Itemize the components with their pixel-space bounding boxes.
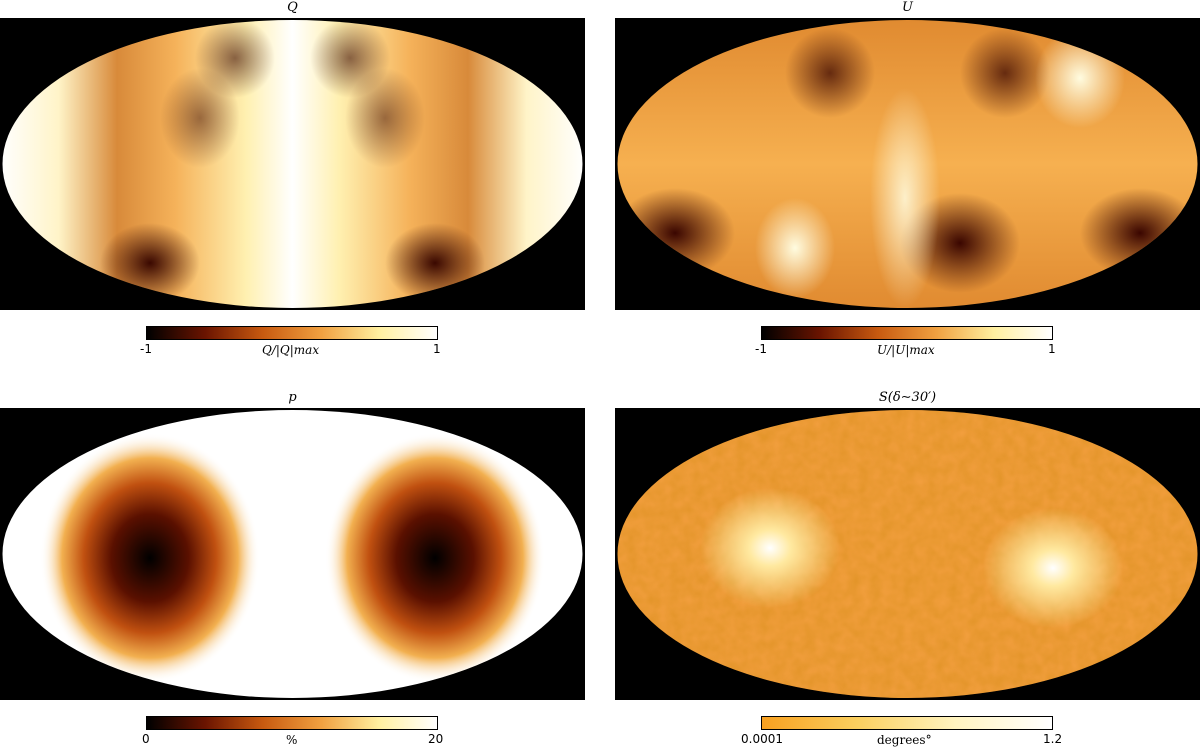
- panel-q-title: Q: [287, 0, 298, 15]
- q-colorbar-label: Q/|Q|max: [262, 343, 320, 357]
- p-colorbar-max: 20: [428, 732, 444, 746]
- s-colorbar-max: 1.2: [1043, 732, 1063, 746]
- panel-p-title: p: [288, 390, 297, 405]
- q-colorbar-max: 1: [433, 342, 441, 356]
- u-colorbar-label: U/|U|max: [877, 343, 935, 357]
- panel-s: S(δ∼30′) 0.0001: [615, 390, 1200, 750]
- panel-s-title: S(δ∼30′): [878, 390, 937, 405]
- panel-q: Q: [0, 0, 585, 370]
- u-colorbar-max: 1: [1048, 342, 1056, 356]
- panel-p: p 0 20 %: [0, 390, 585, 750]
- p-colorbar-label: %: [286, 733, 298, 747]
- p-map: [0, 408, 585, 700]
- p-colorbar-min: 0: [142, 732, 150, 746]
- s-map: [615, 408, 1200, 700]
- u-colorbar: [761, 326, 1053, 340]
- s-colorbar-label: degrees°: [877, 733, 932, 747]
- p-colorbar: [146, 716, 438, 730]
- u-colorbar-min: -1: [755, 342, 767, 356]
- u-map: [615, 18, 1200, 310]
- q-map: [0, 18, 585, 310]
- s-colorbar: [761, 716, 1053, 730]
- panel-u: U: [615, 0, 1200, 370]
- s-colorbar-min: 0.0001: [741, 732, 783, 746]
- panel-u-title: U: [902, 0, 913, 15]
- q-colorbar: [146, 326, 438, 340]
- q-colorbar-min: -1: [140, 342, 152, 356]
